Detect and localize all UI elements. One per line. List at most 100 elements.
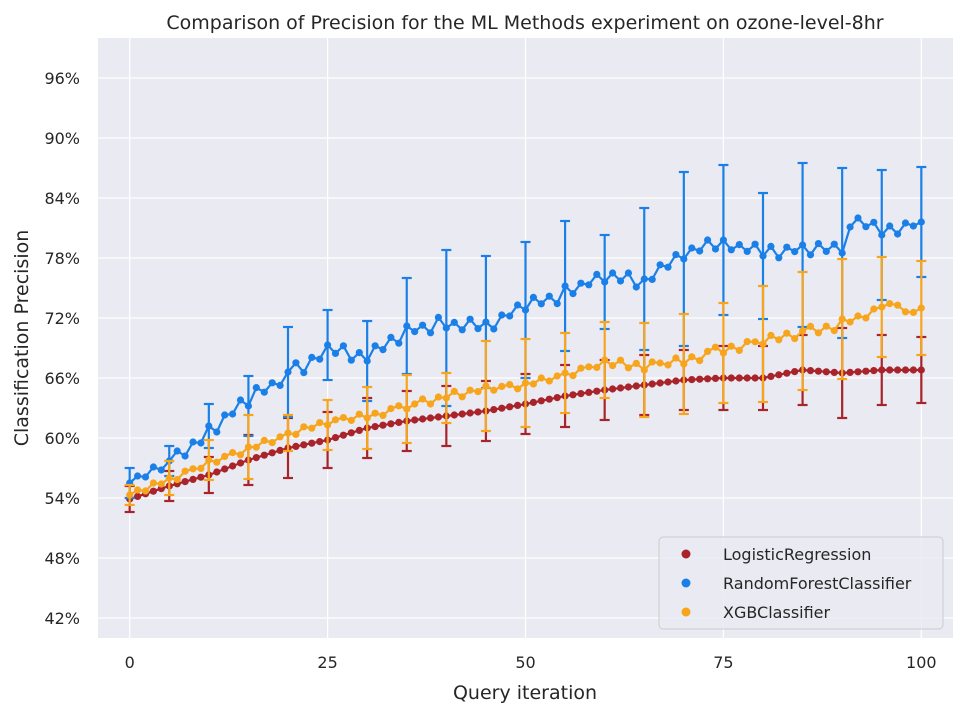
data-point xyxy=(221,452,229,460)
data-point xyxy=(173,476,181,484)
data-point xyxy=(387,420,395,428)
y-tick-label: 72% xyxy=(44,309,80,328)
data-point xyxy=(221,465,229,473)
data-point xyxy=(229,410,237,418)
data-point xyxy=(411,416,419,424)
data-point xyxy=(466,409,474,417)
data-point xyxy=(609,385,617,393)
data-point xyxy=(395,402,403,410)
legend-box xyxy=(658,536,944,630)
data-point xyxy=(126,491,134,499)
data-point xyxy=(498,311,506,319)
data-point xyxy=(830,327,838,335)
data-point xyxy=(806,367,815,375)
data-point xyxy=(553,372,561,380)
data-point xyxy=(490,325,498,333)
data-point xyxy=(189,475,197,483)
data-point xyxy=(165,474,173,482)
data-point xyxy=(514,385,522,393)
data-point xyxy=(268,439,276,447)
data-point xyxy=(276,381,284,389)
data-point xyxy=(458,410,466,418)
data-point xyxy=(355,426,363,434)
data-point xyxy=(490,386,498,394)
data-point xyxy=(482,382,490,390)
data-point xyxy=(292,359,300,367)
y-tick-label: 54% xyxy=(44,489,80,508)
y-tick-label: 48% xyxy=(44,549,80,568)
chart-title: Comparison of Precision for the ML Metho… xyxy=(166,12,883,34)
data-point xyxy=(395,418,403,426)
data-point xyxy=(814,240,823,248)
data-point xyxy=(379,346,387,354)
data-point xyxy=(767,372,775,380)
data-point xyxy=(236,396,245,404)
series-layer xyxy=(124,161,927,514)
data-point xyxy=(545,292,553,300)
series-xgbclassifier xyxy=(124,255,927,507)
legend-label-xgbclassifier: XGBClassifier xyxy=(723,603,831,622)
data-point xyxy=(213,468,221,476)
data-point xyxy=(632,359,640,367)
data-point xyxy=(213,458,221,466)
data-point xyxy=(822,368,830,376)
data-point xyxy=(632,283,640,291)
data-point xyxy=(656,379,664,387)
data-point xyxy=(149,479,157,487)
legend-marker-randomforestclassifier xyxy=(681,578,691,588)
data-point xyxy=(719,349,728,357)
data-point xyxy=(909,222,918,230)
data-point xyxy=(506,312,514,320)
data-point xyxy=(688,353,696,361)
data-point xyxy=(236,451,245,459)
data-point xyxy=(339,431,347,439)
data-point xyxy=(688,376,696,384)
data-point xyxy=(260,436,268,444)
data-point xyxy=(775,371,783,379)
data-point xyxy=(529,380,538,388)
data-point xyxy=(783,243,791,251)
data-point xyxy=(498,382,506,390)
data-point xyxy=(197,464,205,472)
x-tick-label: 25 xyxy=(317,653,337,672)
data-point xyxy=(648,358,656,366)
data-point xyxy=(814,329,823,337)
data-point xyxy=(244,443,252,451)
y-axis-label: Classification Precision xyxy=(11,230,33,447)
data-point xyxy=(909,308,918,316)
data-point xyxy=(545,395,553,403)
data-point xyxy=(339,342,347,350)
data-point xyxy=(316,438,324,446)
data-point xyxy=(134,486,142,494)
data-point xyxy=(434,393,442,401)
data-point xyxy=(822,247,830,255)
x-tick-label: 50 xyxy=(515,653,535,672)
data-point xyxy=(252,454,260,462)
data-point xyxy=(411,400,419,408)
data-point xyxy=(181,452,189,460)
data-point xyxy=(806,322,815,330)
data-point xyxy=(181,478,189,486)
data-point xyxy=(648,380,656,388)
data-point xyxy=(862,314,870,322)
data-point xyxy=(205,422,213,430)
data-point xyxy=(545,377,553,385)
data-point xyxy=(735,241,743,249)
data-point xyxy=(561,282,569,290)
data-point xyxy=(474,325,482,333)
data-point xyxy=(886,366,894,374)
data-point xyxy=(854,312,862,320)
data-point xyxy=(838,249,846,257)
data-point xyxy=(711,343,720,351)
data-point xyxy=(886,300,894,308)
data-point xyxy=(569,391,577,399)
legend-marker-logisticregression xyxy=(681,549,691,559)
data-point xyxy=(371,342,379,350)
data-point xyxy=(616,277,625,285)
data-point xyxy=(870,305,878,313)
data-point xyxy=(252,443,260,451)
data-point xyxy=(719,236,728,244)
data-point xyxy=(577,364,585,372)
tick-labels: 0 25 50 75 100 42% 48% 54% 60% 66% 72% 78% 84% 90% 96% xyxy=(44,69,936,672)
data-point xyxy=(134,472,142,480)
